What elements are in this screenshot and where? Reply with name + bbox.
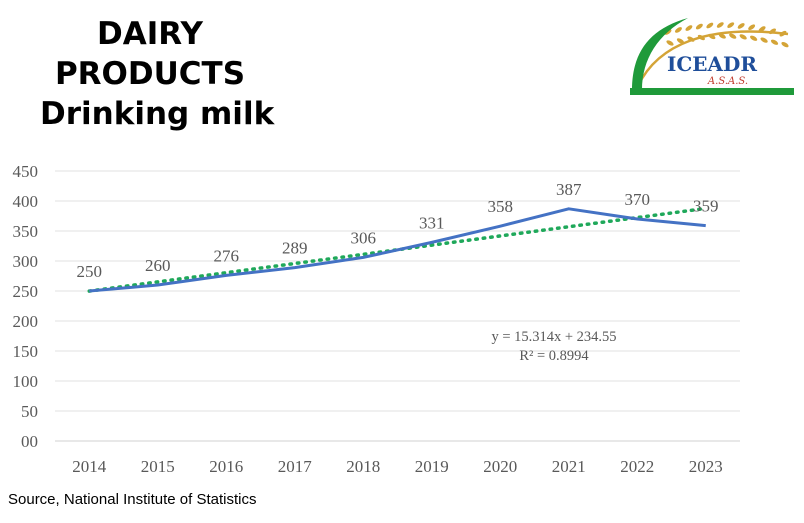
wheat-grain (750, 35, 758, 41)
data-label: 370 (625, 190, 651, 209)
x-tick-label: 2019 (415, 457, 449, 476)
title-line-1: DAIRY (97, 16, 203, 52)
y-tick-label: 350 (13, 222, 39, 241)
y-tick-label: 300 (13, 252, 39, 271)
data-label: 289 (282, 239, 308, 258)
data-label: 359 (693, 197, 719, 216)
wheat-grain (779, 30, 787, 37)
x-tick-label: 2014 (72, 457, 107, 476)
wheat-grain (729, 33, 737, 39)
wheat-grain (676, 38, 685, 44)
wheat-grain (708, 33, 716, 40)
y-tick-label: 400 (13, 192, 39, 211)
wheat-grain (666, 40, 674, 46)
wheat-grain (664, 29, 672, 35)
x-tick-label: 2017 (278, 457, 313, 476)
iceadr-logo: ICEADR A.S.A.S. (628, 4, 796, 96)
logo-name: ICEADR (667, 52, 757, 76)
data-label: 306 (351, 228, 377, 247)
wheat-grain (769, 28, 777, 35)
line-chart: 00 50 100 150 200 250 300 350 400 450 2014 2015 201… (13, 162, 740, 476)
series-line (89, 207, 706, 293)
data-label: 250 (77, 262, 103, 281)
wheat-grain (748, 24, 756, 31)
iceadr-logo-graphic: ICEADR A.S.A.S. (630, 18, 794, 95)
x-tick-label: 2016 (209, 457, 243, 476)
y-tick-label: 150 (13, 342, 39, 361)
source-note: Source, National Institute of Statistics (8, 491, 257, 508)
wheat-grain (727, 22, 735, 28)
trend-r2: R² = 0.8994 (519, 348, 589, 364)
wheat-grain (781, 42, 789, 48)
trendline (87, 206, 708, 293)
data-label: 260 (145, 256, 171, 275)
title-line-2: PRODUCTS (54, 56, 246, 92)
data-label: 276 (214, 246, 240, 265)
wheat-grain (739, 34, 747, 40)
title-line-3: Drinking milk (40, 96, 275, 132)
wheat-grain (674, 27, 682, 33)
y-tick-label: 00 (21, 432, 38, 451)
wheat-grain (770, 39, 779, 45)
wheat-grain (697, 34, 705, 41)
wheat-grain (685, 25, 693, 31)
wheat-grain (716, 22, 724, 28)
wheat-grain (718, 33, 726, 39)
trend-equation: y = 15.314x + 234.55 (491, 329, 616, 345)
wheat-grain (687, 36, 695, 42)
x-tick-label: 2022 (620, 457, 654, 476)
x-tick-label: 2023 (689, 457, 723, 476)
y-tick-label: 200 (13, 312, 39, 331)
logo-sub: A.S.A.S. (707, 76, 748, 87)
wheat-grain (706, 22, 714, 29)
y-tick-label: 250 (13, 282, 39, 301)
wheat-grain (758, 26, 766, 32)
chart-title: DAIRY PRODUCTS Drinking milk (40, 14, 275, 134)
x-tick-label: 2021 (552, 457, 586, 476)
y-tick-label: 450 (13, 162, 39, 181)
wheat-grain (695, 23, 703, 30)
x-tick-label: 2020 (483, 457, 517, 476)
data-label: 387 (556, 180, 582, 199)
wheat-grain (737, 23, 745, 29)
x-tick-label: 2015 (141, 457, 175, 476)
wheat-grain (760, 37, 768, 43)
data-label: 331 (419, 213, 445, 232)
y-tick-label: 100 (13, 372, 39, 391)
data-label: 358 (488, 197, 514, 216)
y-tick-label: 50 (21, 402, 38, 421)
x-tick-label: 2018 (346, 457, 380, 476)
